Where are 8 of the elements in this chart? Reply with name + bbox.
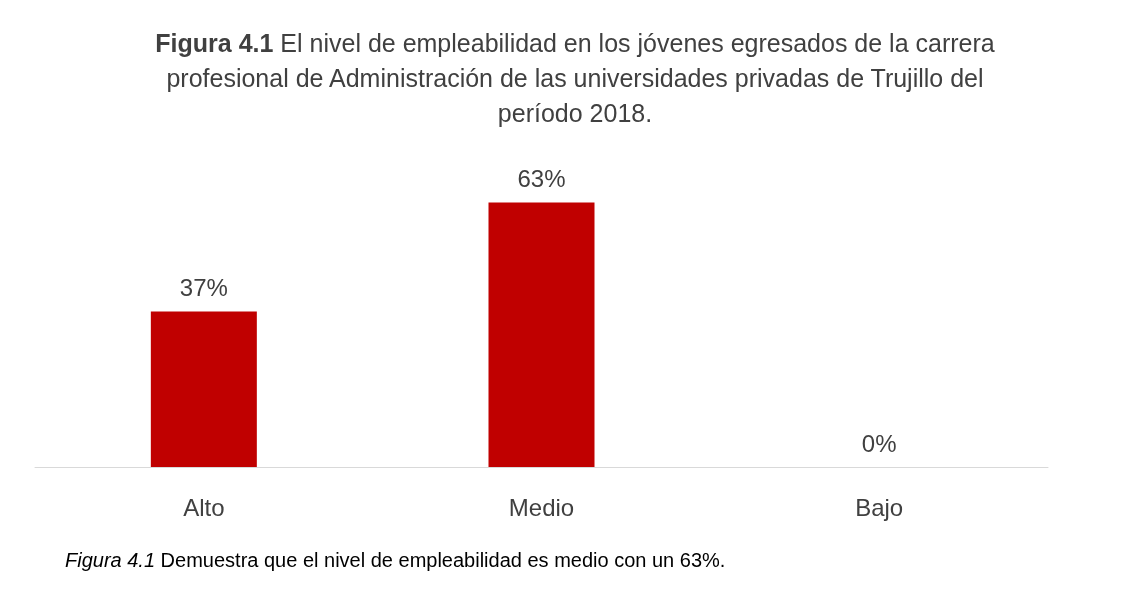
data-label: 63% xyxy=(517,164,566,192)
data-label: 0% xyxy=(861,429,897,457)
x-tick-label: Bajo xyxy=(855,493,904,521)
data-label: 37% xyxy=(179,274,228,302)
text: Figura 4.1 Demuestra que el nivel de empleabilidad es medio con un 63%. xyxy=(65,549,726,571)
x-tick-label: Medio xyxy=(508,493,575,521)
x-tick-label: Alto xyxy=(183,493,225,521)
chart-title: Figura 4.1 El nivel de empleabilidad en los jóvenes egresados de la carrera profesional de Administración de las universidades privadas de Trujillo del período 2018. xyxy=(155,28,995,129)
